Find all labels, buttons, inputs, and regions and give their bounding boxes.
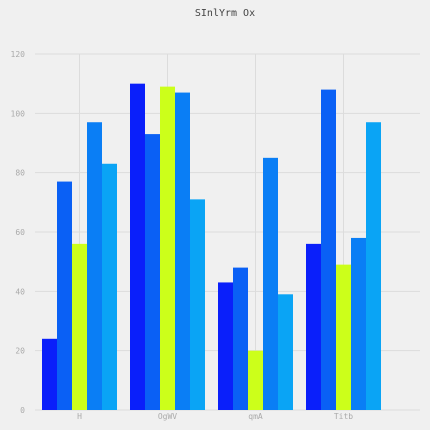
bar-qmA-series-3 <box>248 350 263 410</box>
y-tick-label: 20 <box>15 347 25 356</box>
y-tick-label: 0 <box>20 406 25 415</box>
chart-title: SInlYrm Ox <box>195 8 255 19</box>
bar-qmA-series-5 <box>278 294 293 410</box>
x-tick-label: OgWV <box>158 412 177 421</box>
bar-H-series-3 <box>72 243 87 410</box>
bar-qmA-series-2 <box>233 267 248 410</box>
bar-layer <box>42 83 381 411</box>
bar-H-series-4 <box>87 122 102 410</box>
y-axis: 0 20 40 60 80 100 120 <box>11 50 26 415</box>
x-axis: H OgWV qmA Titb <box>77 412 353 421</box>
bar-OgWV-series-5 <box>190 199 205 410</box>
bar-H-series-5 <box>102 163 117 410</box>
y-tick-label: 40 <box>15 287 25 296</box>
bar-Titb-series-2 <box>321 89 336 410</box>
bar-OgWV-series-3 <box>160 86 175 410</box>
x-tick-label: Titb <box>334 412 353 421</box>
bar-Titb-series-5 <box>366 122 381 410</box>
x-tick-label: qmA <box>248 412 263 421</box>
y-tick-label: 100 <box>11 109 26 118</box>
bar-OgWV-series-1 <box>130 83 145 411</box>
bar-OgWV-series-4 <box>175 92 190 411</box>
y-tick-label: 120 <box>11 50 26 59</box>
y-tick-label: 60 <box>15 228 25 237</box>
x-tick-label: H <box>77 412 82 421</box>
bar-OgWV-series-2 <box>145 134 160 410</box>
bar-H-series-2 <box>57 181 72 410</box>
bar-Titb-series-3 <box>336 264 351 410</box>
bar-H-series-1 <box>42 338 57 410</box>
y-tick-label: 80 <box>15 169 25 178</box>
bar-qmA-series-1 <box>218 282 233 410</box>
bar-Titb-series-4 <box>351 237 366 410</box>
bar-Titb-series-1 <box>306 243 321 410</box>
bar-qmA-series-4 <box>263 157 278 410</box>
